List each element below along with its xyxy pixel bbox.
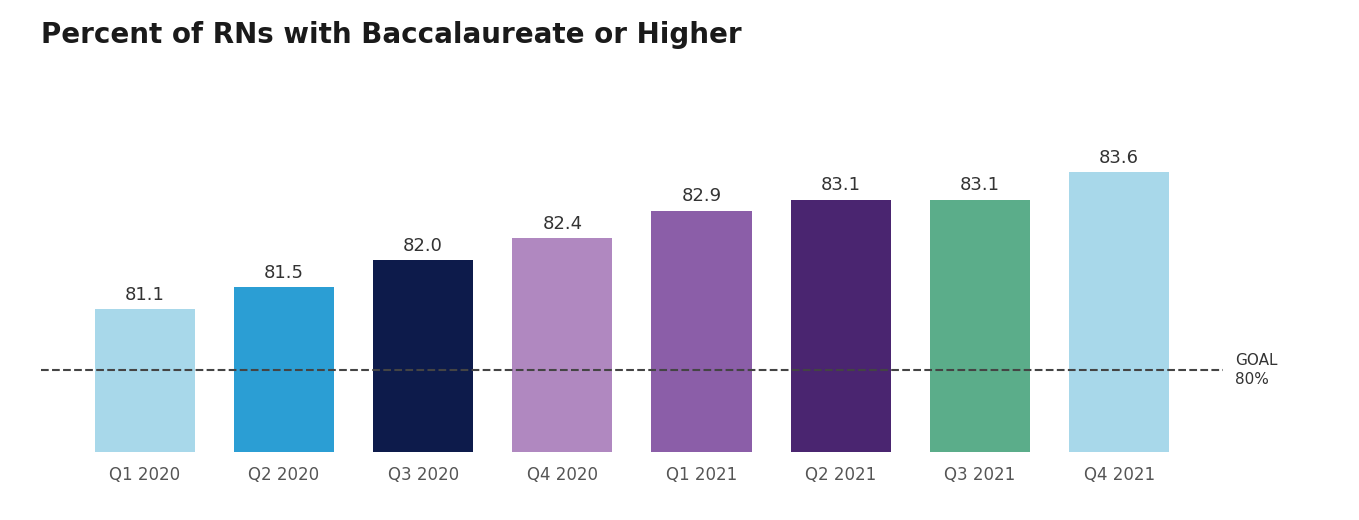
Bar [791, 200, 892, 452]
Bar [930, 200, 1030, 452]
Bar [372, 260, 473, 452]
Bar [1070, 172, 1169, 452]
Text: 81.5: 81.5 [264, 264, 304, 282]
Text: 81.1: 81.1 [125, 286, 164, 304]
Bar [651, 211, 752, 452]
Text: 83.1: 83.1 [959, 176, 1000, 194]
Text: 83.6: 83.6 [1099, 149, 1139, 166]
Bar [512, 238, 613, 452]
Text: 82.9: 82.9 [681, 187, 722, 205]
Text: Percent of RNs with Baccalaureate or Higher: Percent of RNs with Baccalaureate or Hig… [41, 21, 742, 48]
Text: GOAL
80%: GOAL 80% [1235, 353, 1277, 387]
Text: 83.1: 83.1 [821, 176, 860, 194]
Bar [95, 309, 194, 452]
Bar [234, 288, 334, 452]
Text: 82.0: 82.0 [404, 237, 443, 254]
Text: 82.4: 82.4 [542, 215, 583, 232]
